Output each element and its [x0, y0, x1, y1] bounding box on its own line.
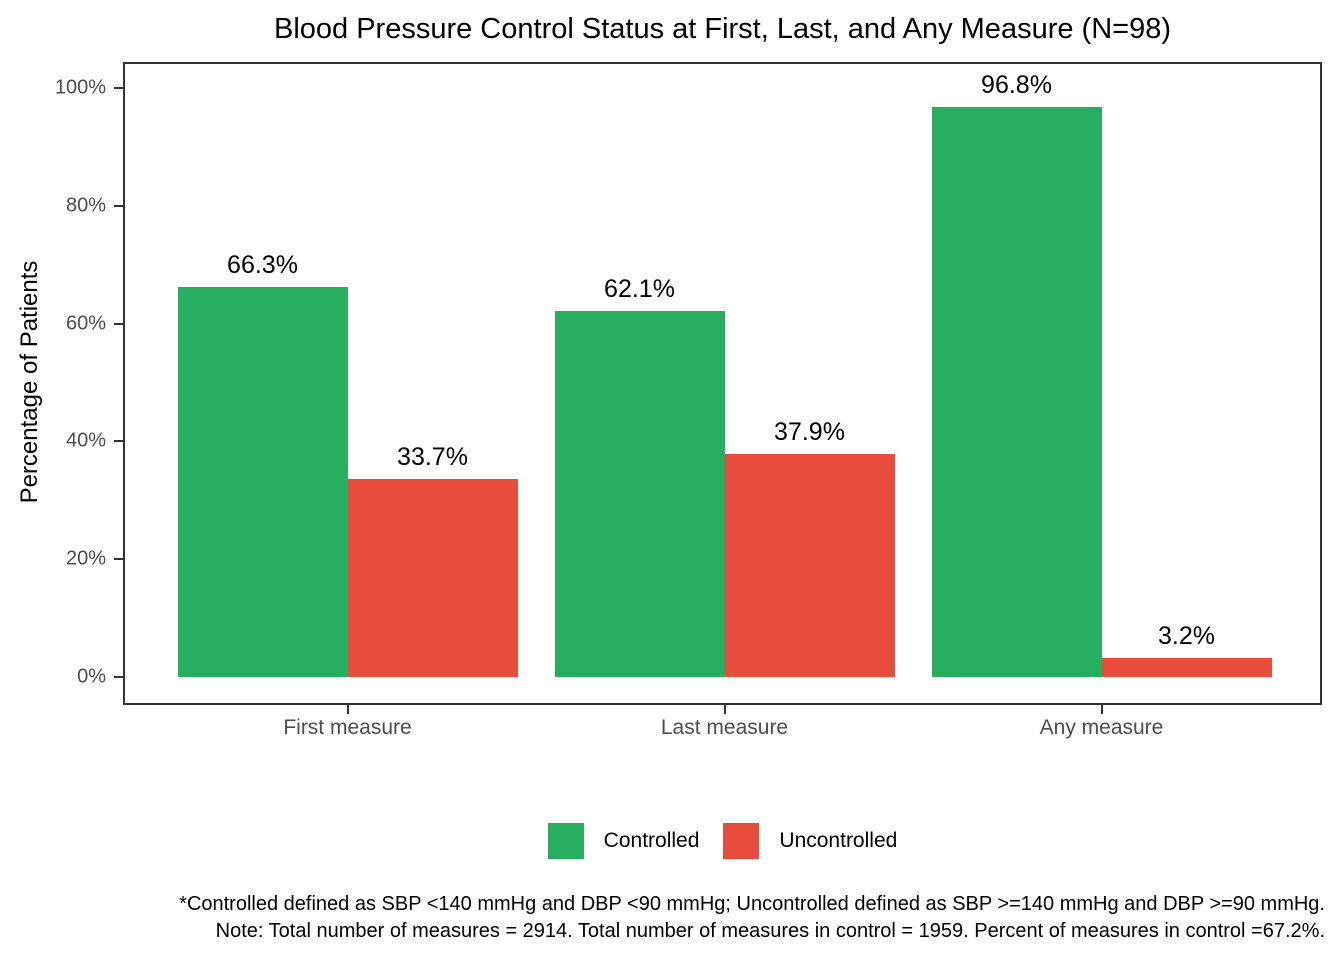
y-tick-mark-60 [114, 322, 123, 325]
bar-controlled-first-measure [177, 286, 348, 677]
footnote-line-1: *Controlled defined as SBP <140 mmHg and… [179, 893, 1325, 915]
footnote-line-2: Note: Total number of measures = 2914. T… [215, 920, 1325, 942]
legend-label-uncontrolled: Uncontrolled [779, 829, 898, 852]
y-tick-mark-20 [114, 558, 123, 561]
y-tick-label-60: 60% [65, 312, 106, 335]
bar-uncontrolled-first-measure [347, 478, 518, 677]
bar-controlled-last-measure [554, 311, 725, 677]
bar-uncontrolled-last-measure [724, 453, 895, 677]
legend-swatch-uncontrolled [723, 823, 760, 859]
legend-swatch-controlled [547, 823, 584, 859]
x-category-label-first-measure: First measure [283, 716, 412, 739]
plot-panel: 0% 20% 40% 60% 80% 100% 66.3% 33.7% 62.1% 37.9% 96… [55, 62, 1322, 714]
x-tick-mark-first-measure [346, 705, 349, 714]
x-tick-mark-any-measure [1100, 705, 1103, 714]
chart-title: Blood Pressure Control Status at First, … [273, 13, 1171, 45]
legend-label-controlled: Controlled [603, 829, 700, 852]
x-tick-mark-last-measure [723, 705, 726, 714]
y-tick-label-80: 80% [65, 194, 106, 217]
bar-value-label-controlled-any-measure: 96.8% [981, 70, 1052, 99]
y-axis-title-text: Percentage of Patients [16, 260, 43, 504]
bar-controlled-any-measure [931, 106, 1102, 677]
x-category-label-last-measure: Last measure [660, 716, 789, 739]
y-tick-label-0: 0% [77, 665, 106, 688]
bar-value-label-controlled-first-measure: 66.3% [227, 250, 298, 279]
y-tick-label-40: 40% [65, 429, 106, 452]
y-tick-mark-40 [114, 440, 123, 443]
bar-value-label-uncontrolled-first-measure: 33.7% [397, 442, 468, 471]
x-category-label-any-measure: Any measure [1039, 716, 1164, 739]
y-tick-label-100: 100% [54, 76, 106, 99]
legend-item-controlled: Controlled [547, 823, 700, 859]
y-tick-mark-0 [114, 676, 123, 678]
legend: Controlled Uncontrolled [123, 820, 1322, 862]
bar-value-label-controlled-last-measure: 62.1% [604, 275, 675, 304]
bar-value-label-uncontrolled-last-measure: 37.9% [774, 417, 845, 446]
bar-uncontrolled-any-measure [1101, 658, 1272, 677]
footnote: *Controlled defined as SBP <140 mmHg and… [20, 891, 1325, 945]
legend-item-uncontrolled: Uncontrolled [723, 823, 897, 859]
y-tick-mark-80 [114, 204, 123, 207]
y-tick-label-20: 20% [65, 547, 106, 570]
bar-value-label-uncontrolled-any-measure: 3.2% [1158, 622, 1215, 651]
y-tick-mark-100 [114, 87, 123, 89]
